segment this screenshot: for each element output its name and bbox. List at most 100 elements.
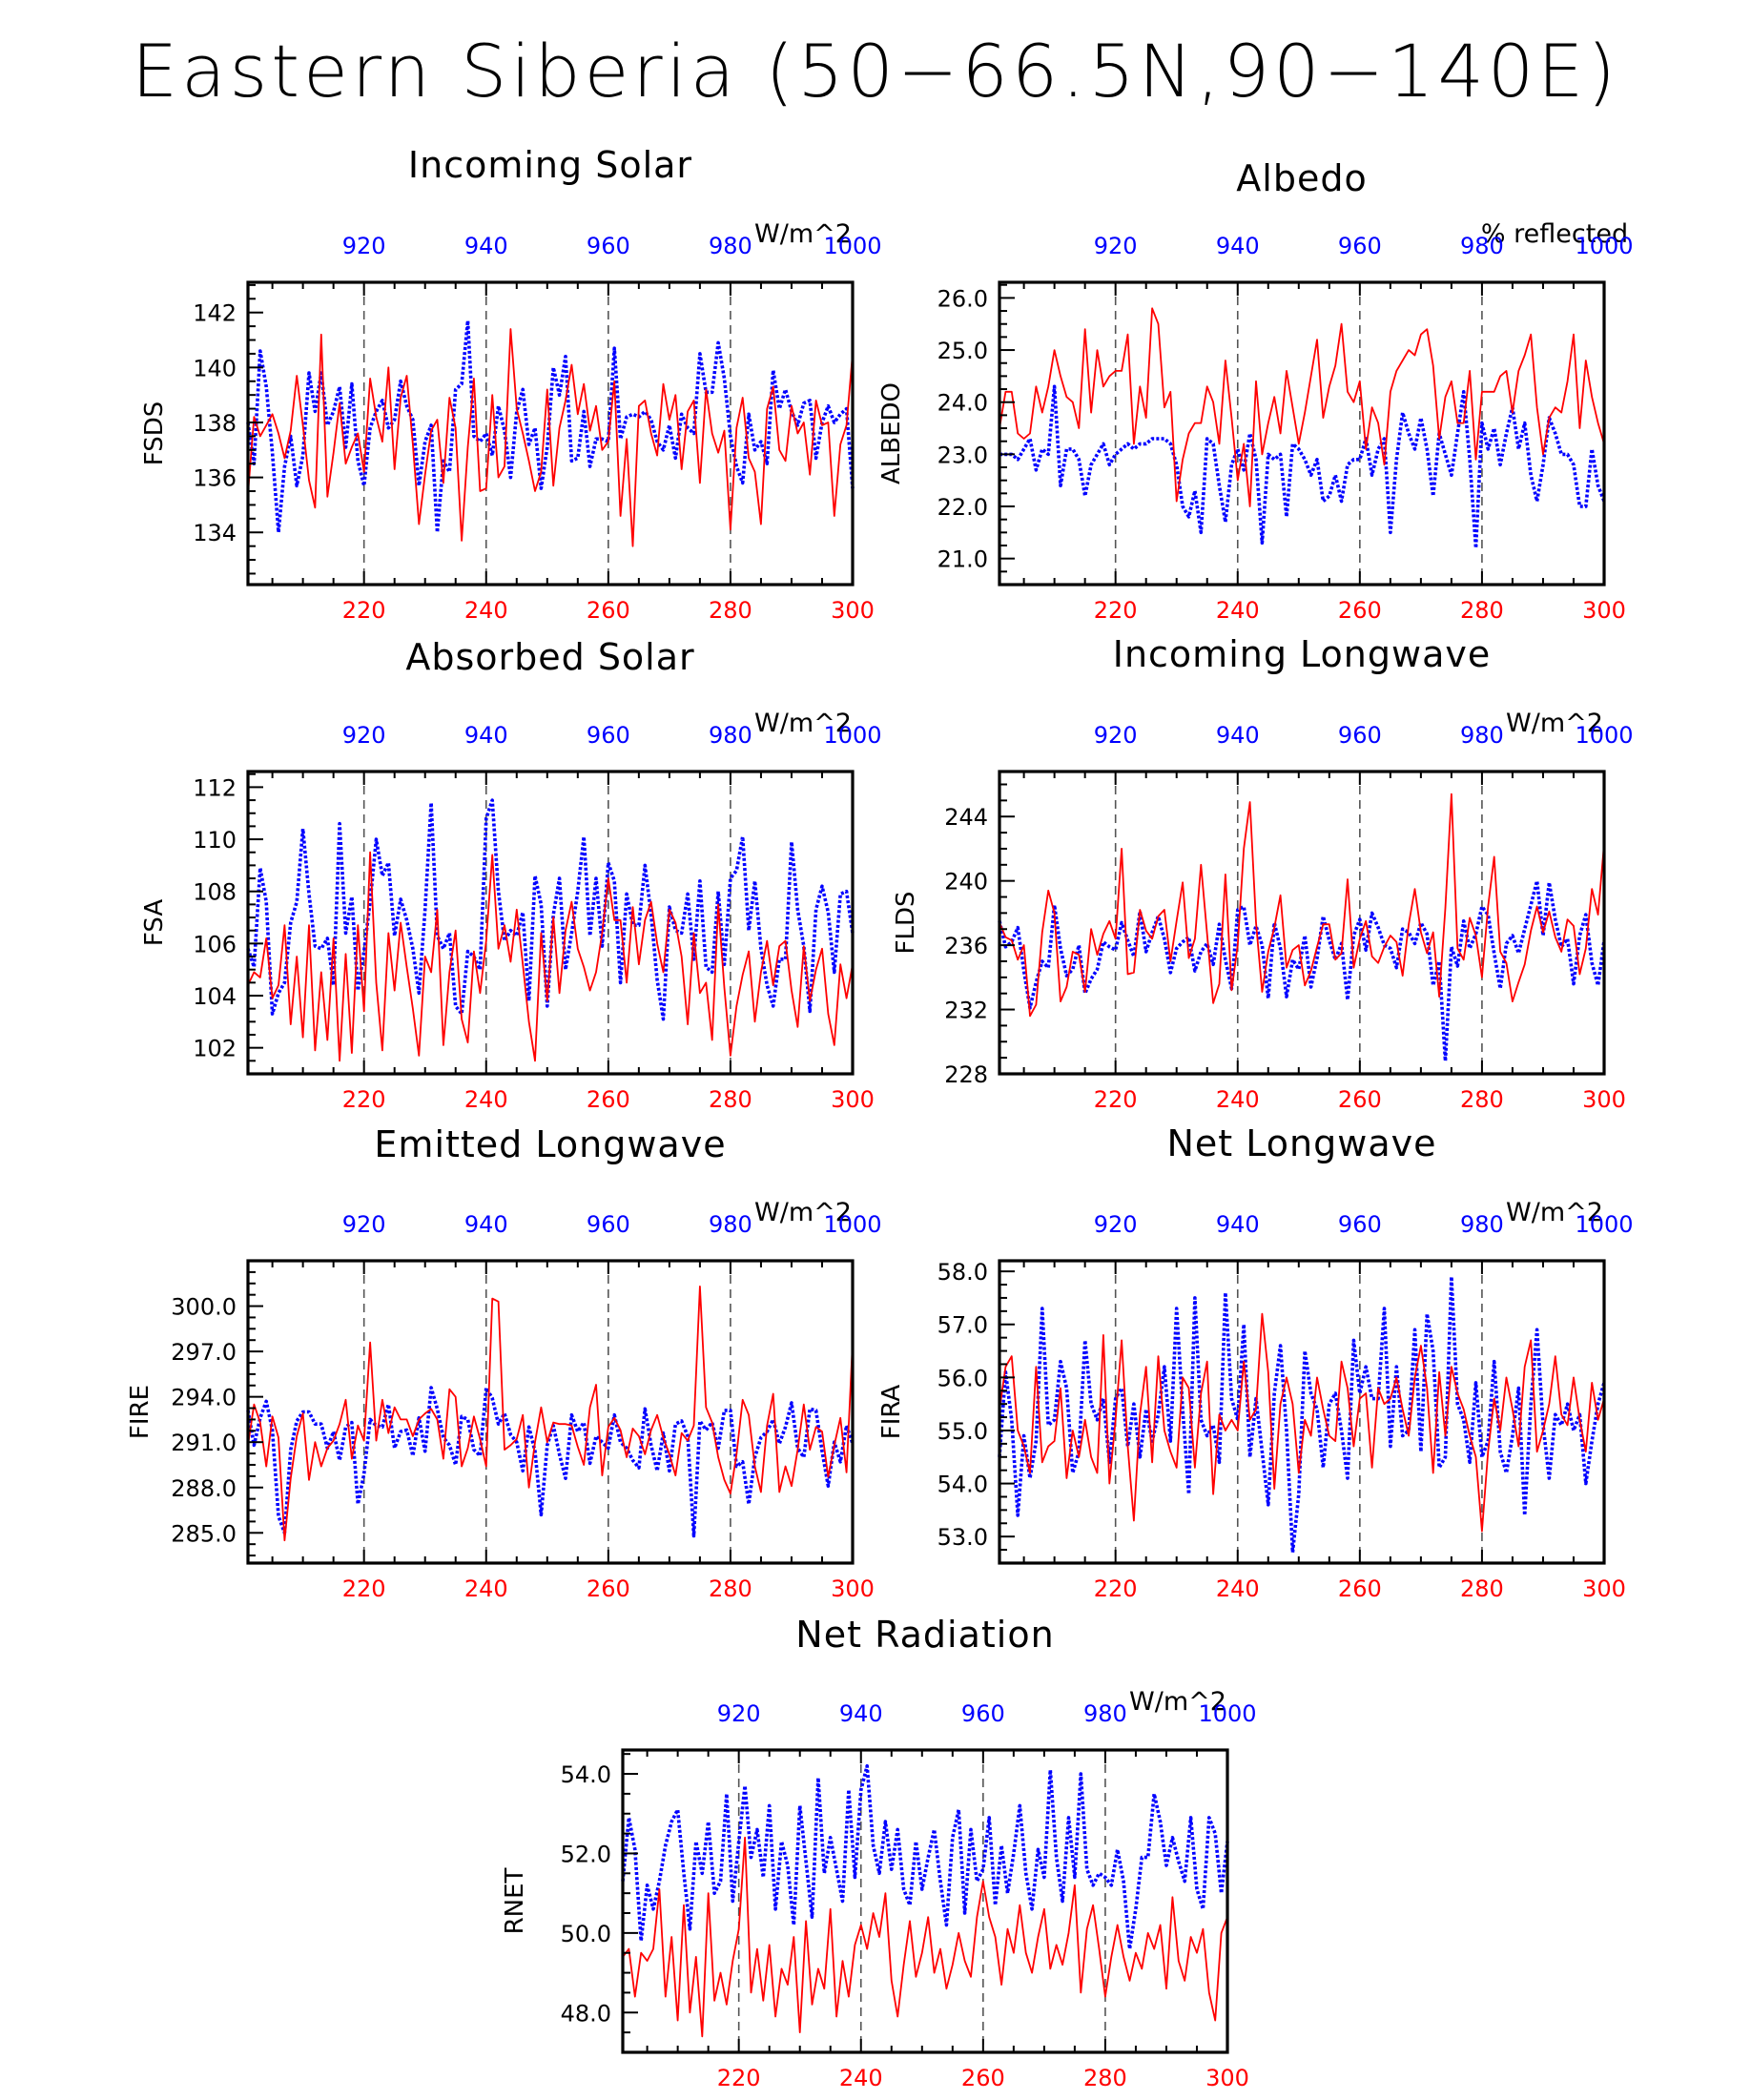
y-tick-label: 48.0 [561, 2000, 611, 2027]
y-tick-label: 288.0 [171, 1475, 237, 1502]
y-tick-label: 228 [944, 1061, 988, 1088]
y-tick-label: 142 [193, 300, 237, 327]
y-axis-label: ALBEDO [877, 382, 906, 484]
series-line-red [247, 1286, 854, 1542]
top-tick-label: 960 [587, 1211, 630, 1238]
x-tick-label: 260 [587, 597, 630, 624]
top-tick-label: 960 [1338, 722, 1382, 749]
plot-frame [246, 770, 855, 1076]
page-title: Eastern Siberia (50−66.5N,90−140E) [132, 29, 1619, 113]
top-tick-label: 920 [1094, 722, 1138, 749]
y-tick-label: 291.0 [171, 1430, 237, 1456]
units-label: % reflected [1481, 219, 1628, 249]
plot-frame [998, 280, 1606, 587]
x-tick-label: 240 [464, 1575, 508, 1602]
top-tick-label: 980 [709, 1211, 752, 1238]
y-axis-label: FSA [140, 899, 169, 946]
plot-frame [246, 1259, 855, 1565]
x-tick-label: 260 [1338, 597, 1382, 624]
x-tick-label: 240 [1216, 1575, 1260, 1602]
y-axis-label: FLDS [892, 892, 920, 955]
y-axis-label: FIRA [877, 1385, 906, 1440]
y-tick-label: 138 [193, 410, 237, 437]
x-tick-label: 240 [1216, 1086, 1260, 1113]
y-tick-label: 24.0 [937, 390, 988, 417]
y-tick-label: 297.0 [171, 1339, 237, 1366]
series-line-red [999, 1312, 1605, 1533]
plot-frame [246, 280, 855, 587]
top-tick-label: 980 [1460, 722, 1504, 749]
panel-fira: Net Longwave W/m^2 220 240 260 280 300 920 940 96… [877, 1122, 1634, 1602]
top-tick-label: 980 [1460, 1211, 1504, 1238]
x-tick-label: 220 [1094, 597, 1138, 624]
y-tick-label: 25.0 [937, 338, 988, 364]
top-tick-label: 980 [709, 233, 752, 259]
units-label: W/m^2 [754, 1198, 852, 1227]
top-tick-label: 960 [1338, 1211, 1382, 1238]
x-tick-label: 220 [342, 1575, 386, 1602]
x-tick-label: 280 [1083, 2065, 1127, 2091]
units-label: W/m^2 [754, 219, 852, 249]
panel-title: Albedo [1236, 157, 1367, 199]
x-tick-label: 280 [709, 597, 752, 624]
x-tick-label: 240 [464, 597, 508, 624]
x-tick-label: 280 [1460, 1086, 1504, 1113]
units-label: W/m^2 [1506, 709, 1603, 738]
y-tick-label: 23.0 [937, 442, 988, 468]
y-tick-label: 26.0 [937, 285, 988, 312]
top-tick-label: 920 [342, 1211, 386, 1238]
panel-title: Net Longwave [1167, 1122, 1437, 1164]
top-tick-label: 980 [1083, 1700, 1127, 1727]
y-tick-label: 108 [193, 879, 237, 906]
x-tick-label: 220 [717, 2065, 761, 2091]
top-tick-label: 1000 [823, 1211, 881, 1238]
panel-title: Emitted Longwave [374, 1123, 726, 1165]
panel-title: Net Radiation [795, 1614, 1054, 1656]
x-tick-label: 260 [587, 1086, 630, 1113]
x-tick-label: 260 [1338, 1086, 1382, 1113]
series-line-red [622, 1836, 1228, 2038]
units-label: W/m^2 [1506, 1198, 1603, 1227]
y-tick-label: 240 [944, 869, 988, 896]
x-tick-label: 300 [1582, 1575, 1626, 1602]
top-tick-label: 960 [587, 722, 630, 749]
x-tick-label: 220 [1094, 1575, 1138, 1602]
top-tick-label: 940 [1216, 233, 1260, 259]
x-tick-label: 280 [1460, 1575, 1504, 1602]
y-tick-label: 104 [193, 983, 237, 1010]
x-tick-label: 240 [1216, 597, 1260, 624]
panel-rnet: Net Radiation W/m^2 220 240 260 280 300 920 940 9… [501, 1614, 1257, 2091]
series-line-red [999, 307, 1605, 507]
y-tick-label: 57.0 [937, 1312, 988, 1339]
units-label: W/m^2 [1129, 1687, 1226, 1717]
x-tick-label: 280 [1460, 597, 1504, 624]
series-line-blue [621, 1763, 1229, 1951]
top-tick-label: 920 [717, 1700, 761, 1727]
y-tick-label: 52.0 [561, 1841, 611, 1867]
units-label: W/m^2 [754, 709, 852, 738]
x-tick-label: 300 [1582, 1086, 1626, 1113]
y-tick-label: 56.0 [937, 1365, 988, 1391]
top-tick-label: 940 [839, 1700, 883, 1727]
series-line-blue [998, 878, 1606, 1063]
y-tick-label: 232 [944, 998, 988, 1024]
y-tick-label: 50.0 [561, 1921, 611, 1947]
panel-fsa: Absorbed Solar W/m^2 220 240 260 280 300 920 940… [140, 636, 882, 1113]
top-tick-label: 920 [342, 722, 386, 749]
y-tick-label: 53.0 [937, 1524, 988, 1551]
top-tick-label: 1000 [823, 722, 881, 749]
series-line-blue [246, 1386, 855, 1538]
top-tick-label: 920 [1094, 233, 1138, 259]
top-tick-label: 980 [709, 722, 752, 749]
y-tick-label: 140 [193, 355, 237, 381]
x-tick-label: 240 [464, 1086, 508, 1113]
top-tick-label: 980 [1460, 233, 1504, 259]
panel-title: Absorbed Solar [405, 636, 694, 678]
y-tick-label: 112 [193, 774, 237, 801]
panel-fire: Emitted Longwave W/m^2 220 240 260 280 300 920 9… [126, 1123, 882, 1602]
top-tick-label: 960 [961, 1700, 1005, 1727]
y-tick-label: 110 [193, 827, 237, 854]
x-tick-label: 220 [1094, 1086, 1138, 1113]
panel-title: Incoming Longwave [1113, 633, 1491, 675]
